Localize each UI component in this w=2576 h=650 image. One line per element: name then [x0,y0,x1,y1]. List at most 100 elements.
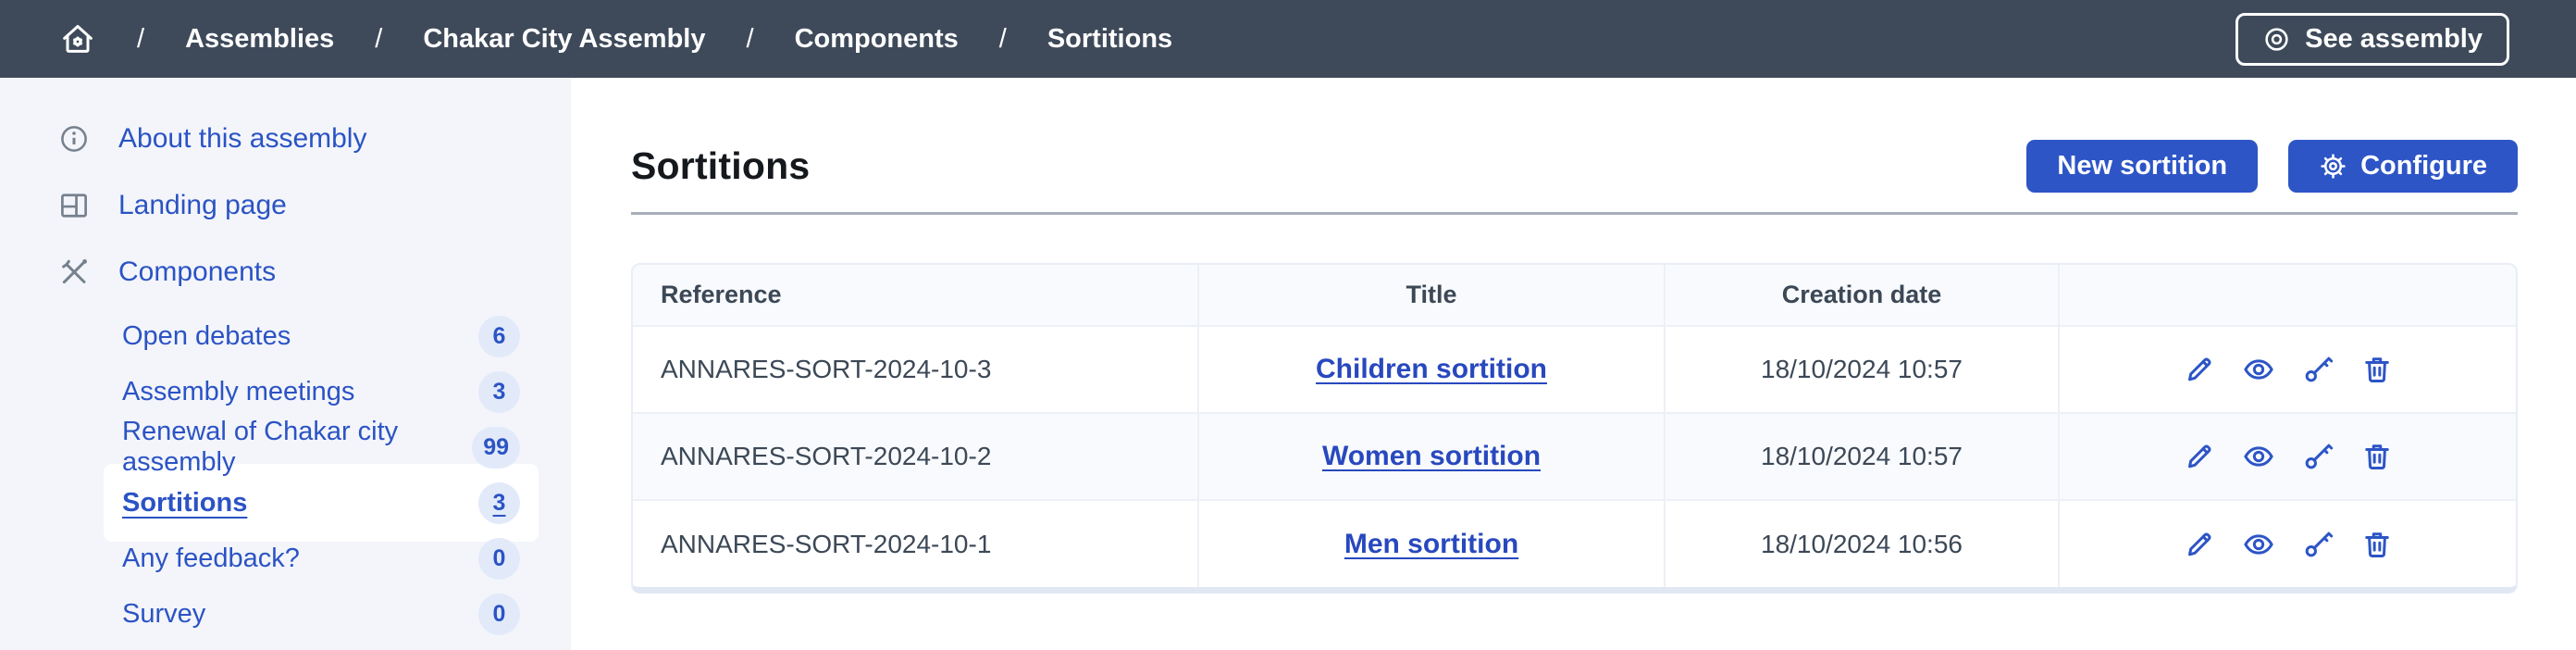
component-label: Renewal of Chakar city assembly [122,417,399,477]
reference-cell: ANNARES-SORT-2024-10-3 [633,325,1198,413]
sidebar-item-label: About this assembly [118,123,367,154]
sidebar-item-sortitions[interactable]: Sortitions 3 [104,464,539,542]
pencil-icon [2187,357,2211,381]
sortition-title-link-women-sortition[interactable]: Women sortition [1321,441,1542,471]
edit-button[interactable] [2183,353,2216,386]
breadcrumb-item-assemblies[interactable]: Assemblies [185,23,335,54]
page-title: Sortitions [631,144,811,187]
component-count-badge: 3 [478,370,520,413]
actions-cell [2058,325,2516,413]
component-count-badge: 0 [478,537,520,580]
table-header-row: Reference Title Creation date [633,265,2516,326]
sidebar-item-survey[interactable]: Survey 0 [104,586,539,642]
trash-icon [2364,531,2389,557]
title-cell: Women sortition [1197,412,1665,500]
breadcrumb-separator: / [998,23,1007,54]
sidebar-item-assembly-meetings[interactable]: Assembly meetings 3 [104,364,539,419]
sidebar-item-renewal-of-chakar-city-assembly[interactable]: Renewal of Chakar city assembly 99 [104,417,539,477]
sidebar-item-components[interactable]: Components [0,239,571,306]
header-title: Title [1197,265,1665,326]
breadcrumb-item-sortitions[interactable]: Sortitions [1046,23,1173,54]
eye-icon [2243,446,2273,467]
sortitions-table: Reference Title Creation date ANNARES-SO… [631,263,2518,594]
preview-button[interactable] [2242,440,2275,473]
new-sortition-label: New sortition [2057,151,2228,181]
new-sortition-button[interactable]: New sortition [2026,140,2259,193]
layout-icon [61,194,87,218]
reference-cell: ANNARES-SORT-2024-10-2 [633,412,1198,500]
breadcrumb-item-chakar-city-assembly[interactable]: Chakar City Assembly [423,23,706,54]
sortition-title-link-men-sortition[interactable]: Men sortition [1344,528,1519,559]
sortition-title-link-children-sortition[interactable]: Children sortition [1316,354,1547,384]
see-assembly-label: See assembly [2305,23,2483,54]
divider [631,212,2518,215]
breadcrumb-separator: / [375,23,383,54]
trash-icon [2364,444,2389,469]
main-content: Sortitions New sortition Configure Refer… [571,78,2576,650]
key-icon [2305,531,2333,556]
component-label: Survey [122,598,206,629]
component-count-badge: 99 [472,426,520,469]
sidebar-item-any-feedback[interactable]: Any feedback? 0 [104,531,539,586]
permissions-button[interactable] [2301,440,2334,473]
preview-button[interactable] [2242,528,2275,561]
home-gear-icon [63,25,93,53]
tools-icon [62,259,87,284]
preview-button[interactable] [2242,353,2275,386]
components-list: Open debates 6 Assembly meetings 3 Renewal o… [0,306,571,642]
sidebar: About this assembly Landing page Compone… [0,78,571,650]
breadcrumb-item-components[interactable]: Components [794,23,959,54]
component-label: Any feedback? [122,543,300,573]
topbar: / Assemblies / Chakar City Assembly / Compone… [0,0,2576,78]
component-count-badge: 6 [478,315,520,357]
trash-icon [2364,357,2389,382]
pencil-icon [2187,444,2211,469]
header-creation-date: Creation date [1664,265,2059,326]
component-label: Sortitions [122,487,248,518]
sidebar-item-label: Components [118,256,277,287]
info-icon [61,126,87,152]
breadcrumb-separator: / [137,23,145,54]
actions-cell [2058,499,2516,587]
breadcrumb: / Assemblies / Chakar City Assembly / Compone… [96,24,1172,55]
breadcrumb-separator: / [746,23,754,54]
creation-date-cell: 18/10/2024 10:57 [1664,325,2059,413]
sidebar-item-label: Landing page [118,190,287,220]
creation-date-cell: 18/10/2024 10:57 [1664,412,2059,500]
reference-cell: ANNARES-SORT-2024-10-1 [633,499,1198,587]
title-cell: Children sortition [1197,325,1665,413]
eye-icon [2265,27,2288,51]
home-link[interactable] [59,20,96,57]
table-row: ANNARES-SORT-2024-10-3 Children sortition… [633,325,2516,413]
key-icon [2305,356,2333,382]
title-cell: Men sortition [1197,499,1665,587]
component-label: Open debates [122,320,291,351]
gear-icon [2321,154,2346,179]
header-reference: Reference [633,265,1198,326]
table-body: ANNARES-SORT-2024-10-3 Children sortition… [633,325,2516,587]
creation-date-cell: 18/10/2024 10:56 [1664,499,2059,587]
key-icon [2305,444,2333,469]
permissions-button[interactable] [2301,353,2334,386]
pencil-icon [2187,532,2211,556]
configure-button[interactable]: Configure [2288,140,2518,193]
actions-cell [2058,412,2516,500]
component-count-badge: 0 [478,593,520,635]
delete-button[interactable] [2360,528,2394,561]
delete-button[interactable] [2360,440,2394,473]
edit-button[interactable] [2183,528,2216,561]
eye-icon [2243,533,2273,555]
edit-button[interactable] [2183,440,2216,473]
delete-button[interactable] [2360,353,2394,386]
sidebar-item-landing-page[interactable]: Landing page [0,172,571,239]
see-assembly-button[interactable]: See assembly [2235,12,2509,66]
table-row: ANNARES-SORT-2024-10-2 Women sortition 18/… [633,412,2516,500]
configure-label: Configure [2360,151,2487,181]
sidebar-item-about-this-assembly[interactable]: About this assembly [0,106,571,172]
header-actions [2058,265,2516,326]
component-count-badge: 3 [478,481,520,524]
sidebar-item-open-debates[interactable]: Open debates 6 [104,308,539,364]
permissions-button[interactable] [2301,528,2334,561]
eye-icon [2243,359,2273,380]
table-row: ANNARES-SORT-2024-10-1 Men sortition 18/10… [633,499,2516,587]
